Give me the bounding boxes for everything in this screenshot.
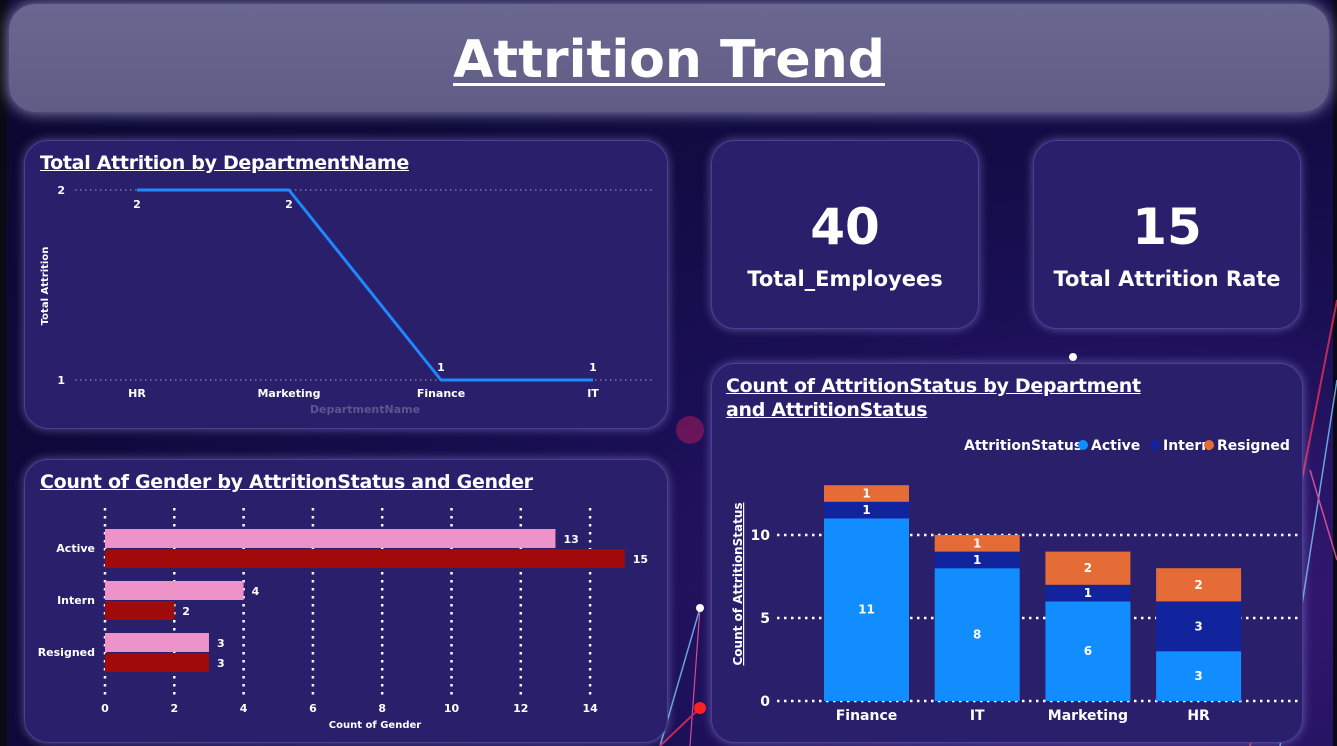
x-tick-label: 4 <box>240 702 248 715</box>
bar-segment <box>1045 601 1131 701</box>
x-tick-label: 12 <box>513 702 528 715</box>
bar-segment <box>824 501 909 519</box>
data-label: 1 <box>437 361 445 374</box>
x-axis-label: DepartmentName <box>310 403 420 416</box>
y-tick-label: Active <box>56 542 95 555</box>
x-tick-label: 0 <box>101 702 109 715</box>
x-tick-label: 8 <box>378 702 386 715</box>
data-label: 3 <box>1194 619 1202 633</box>
bar-segment <box>934 551 1020 569</box>
line-chart-title: Total Attrition by DepartmentName <box>40 152 409 174</box>
gender-bar-chart-card[interactable]: Count of Gender by AttritionStatus and G… <box>24 459 668 743</box>
x-tick-label: Finance <box>836 708 898 724</box>
x-tick-label: HR <box>128 387 146 400</box>
y-axis-label: Total Attrition <box>40 247 51 326</box>
y-tick-label: 0 <box>760 694 770 710</box>
bar-segment <box>824 518 909 701</box>
gender-chart-title: Count of Gender by AttritionStatus and G… <box>40 471 533 493</box>
data-label: 2 <box>133 198 141 211</box>
data-label: 1 <box>589 361 597 374</box>
data-label: 2 <box>1194 578 1202 592</box>
x-tick-label: IT <box>970 708 985 724</box>
x-tick-label: 10 <box>444 702 460 715</box>
page-title: Attrition Trend <box>453 30 885 90</box>
legend-label: Intern <box>1163 438 1211 454</box>
x-tick-label: Finance <box>417 387 465 400</box>
x-tick-label: 2 <box>170 702 178 715</box>
x-tick-label: 6 <box>309 702 317 715</box>
bar <box>105 549 625 568</box>
data-label: 1 <box>862 503 870 517</box>
data-label: 1 <box>862 487 870 501</box>
y-tick-label: Intern <box>57 594 95 607</box>
gender-bar-chart[interactable]: 0 2 4 6 8 10 12 14 Active 13 15 Intern 4 2 Resigned 3 3 C… <box>25 460 669 744</box>
data-label: 3 <box>1194 669 1202 683</box>
bar-segment <box>1045 551 1131 585</box>
legend-label: Resigned <box>1217 438 1290 454</box>
stacked-chart-title: Count of AttritionStatus by Department a… <box>726 375 1141 421</box>
y-tick-label: Resigned <box>38 646 95 659</box>
kpi-label: Total Attrition Rate <box>1053 267 1281 291</box>
x-tick-label: Marketing <box>257 387 320 400</box>
kpi-card-total-employees[interactable]: 40 Total_Employees <box>711 140 979 329</box>
x-axis-label: Count of Gender <box>329 720 421 731</box>
legend-marker <box>1150 440 1160 450</box>
x-tick-label: Marketing <box>1048 708 1128 724</box>
data-label: 6 <box>1084 644 1092 658</box>
data-label: 2 <box>182 605 190 618</box>
data-label: 3 <box>217 637 225 650</box>
y-tick-label: 2 <box>57 184 65 197</box>
bar-segment <box>1156 601 1242 652</box>
data-label: 2 <box>285 198 293 211</box>
x-tick-label: 14 <box>582 702 598 715</box>
data-label: 1 <box>973 553 981 567</box>
legend-title: AttritionStatus <box>964 438 1082 454</box>
stacked-bar-chart-card[interactable]: Count of AttritionStatus by Department a… <box>711 363 1303 743</box>
data-label: 2 <box>1084 561 1092 575</box>
data-label: 1 <box>1084 586 1092 600</box>
bar <box>105 633 209 652</box>
series-line <box>137 188 593 382</box>
kpi-label: Total_Employees <box>747 267 943 291</box>
data-label: 13 <box>563 533 578 546</box>
bar-segment <box>934 535 1020 552</box>
legend-marker <box>1078 440 1088 450</box>
data-label: 4 <box>252 585 260 598</box>
x-tick-label: IT <box>587 387 599 400</box>
data-label: 8 <box>973 628 981 642</box>
bar-segment <box>934 568 1020 701</box>
kpi-value: 15 <box>1132 198 1202 256</box>
stacked-bar-chart[interactable]: 0 5 10 Count of AttritionStatus AttritionSta… <box>712 364 1304 744</box>
y-tick-label: 10 <box>751 528 771 544</box>
bar <box>105 529 556 548</box>
y-tick-label: 1 <box>57 374 65 387</box>
bar <box>105 653 209 672</box>
bar <box>105 601 175 620</box>
line-chart[interactable]: 1 2 2 2 1 1 HR Marketing Finance IT DepartmentName… <box>25 141 669 430</box>
data-label: 15 <box>633 553 648 566</box>
data-label: 11 <box>858 603 875 617</box>
bar-segment <box>1156 651 1242 701</box>
legend-marker <box>1204 440 1214 450</box>
legend-label: Active <box>1091 438 1140 454</box>
data-label: 1 <box>973 536 981 550</box>
kpi-card-total-attrition-rate[interactable]: 15 Total Attrition Rate <box>1033 140 1301 329</box>
bar <box>105 581 244 600</box>
data-label: 3 <box>217 657 225 670</box>
bar-segment <box>824 485 909 502</box>
x-tick-label: HR <box>1187 708 1210 724</box>
y-tick-label: 5 <box>760 611 770 627</box>
kpi-value: 40 <box>810 198 880 256</box>
header-banner: Attrition Trend <box>9 4 1329 112</box>
y-axis-label: Count of AttritionStatus <box>731 502 745 665</box>
bar-segment <box>1156 568 1242 602</box>
bar-segment <box>1045 584 1131 602</box>
